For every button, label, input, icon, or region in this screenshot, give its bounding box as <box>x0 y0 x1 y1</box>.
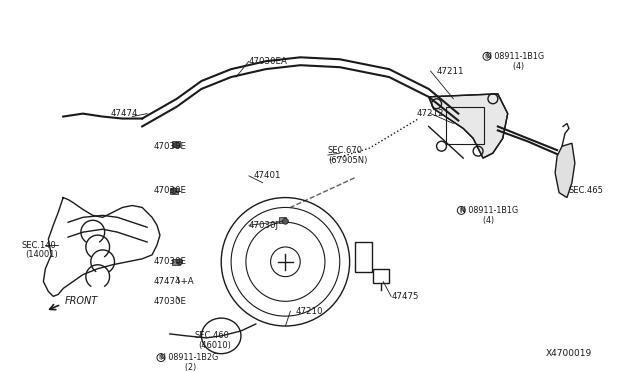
Text: 47030J: 47030J <box>249 221 279 230</box>
Circle shape <box>177 259 182 265</box>
Text: SEC.465: SEC.465 <box>569 186 604 195</box>
Text: FRONT: FRONT <box>65 296 99 306</box>
Text: N 08911-1B1G: N 08911-1B1G <box>486 52 544 61</box>
Text: 47210: 47210 <box>295 307 323 316</box>
Bar <box>373 269 389 283</box>
Text: 47211: 47211 <box>436 67 464 76</box>
Text: N: N <box>159 355 163 360</box>
Text: SEC.140: SEC.140 <box>22 241 56 250</box>
Bar <box>172 141 180 147</box>
Text: 47030E: 47030E <box>154 257 187 266</box>
Text: N: N <box>459 208 463 213</box>
Circle shape <box>171 188 177 194</box>
Text: (46010): (46010) <box>198 341 232 350</box>
Text: SEC.670: SEC.670 <box>328 146 363 155</box>
Circle shape <box>174 142 180 148</box>
Text: 47030E: 47030E <box>154 297 187 306</box>
Text: N 08911-1B1G: N 08911-1B1G <box>460 206 518 215</box>
Circle shape <box>282 218 289 224</box>
Text: SEC.460: SEC.460 <box>195 331 229 340</box>
Text: (67905N): (67905N) <box>328 155 367 164</box>
Text: (4): (4) <box>478 216 494 225</box>
Bar <box>278 217 287 223</box>
Text: 47212: 47212 <box>417 109 444 118</box>
Bar <box>355 242 372 272</box>
Bar <box>172 259 180 265</box>
Text: 47030E: 47030E <box>154 142 187 151</box>
Text: 47030EA: 47030EA <box>249 57 288 66</box>
Polygon shape <box>429 94 508 158</box>
Text: 47474+A: 47474+A <box>154 277 195 286</box>
Bar <box>447 107 484 144</box>
Bar <box>170 188 178 194</box>
Text: N 08911-1B2G: N 08911-1B2G <box>160 353 218 362</box>
Text: 47401: 47401 <box>254 171 282 180</box>
Text: N: N <box>484 54 490 59</box>
Polygon shape <box>555 143 575 198</box>
Text: 47475: 47475 <box>391 292 419 301</box>
Text: X4700019: X4700019 <box>545 349 591 358</box>
Text: (14001): (14001) <box>26 250 58 259</box>
Text: (2): (2) <box>180 363 196 372</box>
Text: 47474: 47474 <box>111 109 138 118</box>
Text: 47030E: 47030E <box>154 186 187 195</box>
Text: (4): (4) <box>508 62 524 71</box>
